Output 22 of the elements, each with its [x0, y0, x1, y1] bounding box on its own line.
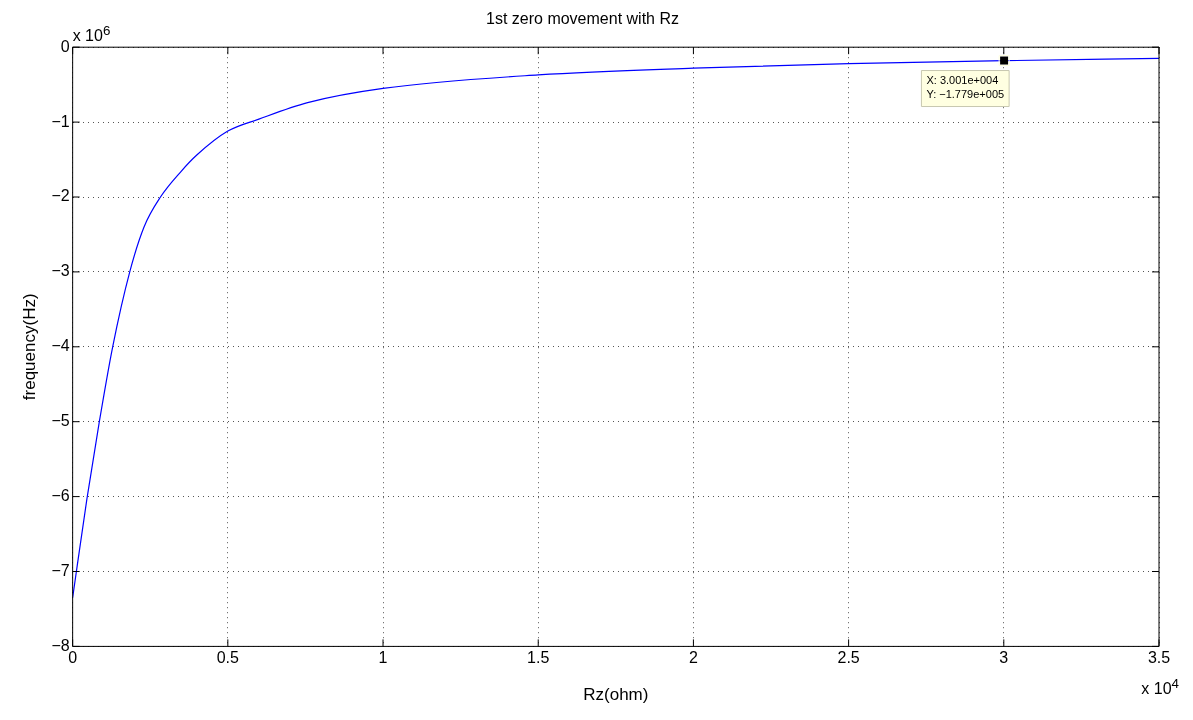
- x-tick-label: 0.5: [216, 649, 240, 667]
- y-tick-label: −8: [51, 636, 70, 654]
- x-tick-label: 1.5: [527, 649, 550, 667]
- y-tick-label: 0: [60, 37, 70, 55]
- x-axis-title: Rz(ohm): [583, 685, 649, 705]
- y-tick-label: −4: [51, 337, 70, 355]
- y-tick-label: −2: [51, 187, 70, 205]
- chart-title: 1st zero movement with Rz: [486, 10, 679, 28]
- x-tick-label: 2.5: [837, 649, 860, 667]
- y-tick-label: −7: [51, 561, 70, 579]
- annotation: X: 3.001e+004 Y: −1.779e+005: [926, 74, 1005, 101]
- x-tick-label: 3: [999, 649, 1009, 667]
- x-tick-label: 2: [688, 649, 698, 667]
- y-axis-title: frequency(Hz): [19, 293, 39, 401]
- x-tick-label: 3.5: [1147, 649, 1171, 667]
- y-tick-label: −3: [51, 262, 70, 280]
- y-tick-label: −5: [51, 412, 70, 430]
- text: x 10$^{6}$: [72, 23, 111, 46]
- text: x 10$^{4}$: [1141, 676, 1179, 699]
- x-tick-label: 1: [378, 649, 388, 667]
- y-tick-label: −1: [51, 112, 70, 130]
- y-tick-label: −6: [51, 487, 70, 505]
